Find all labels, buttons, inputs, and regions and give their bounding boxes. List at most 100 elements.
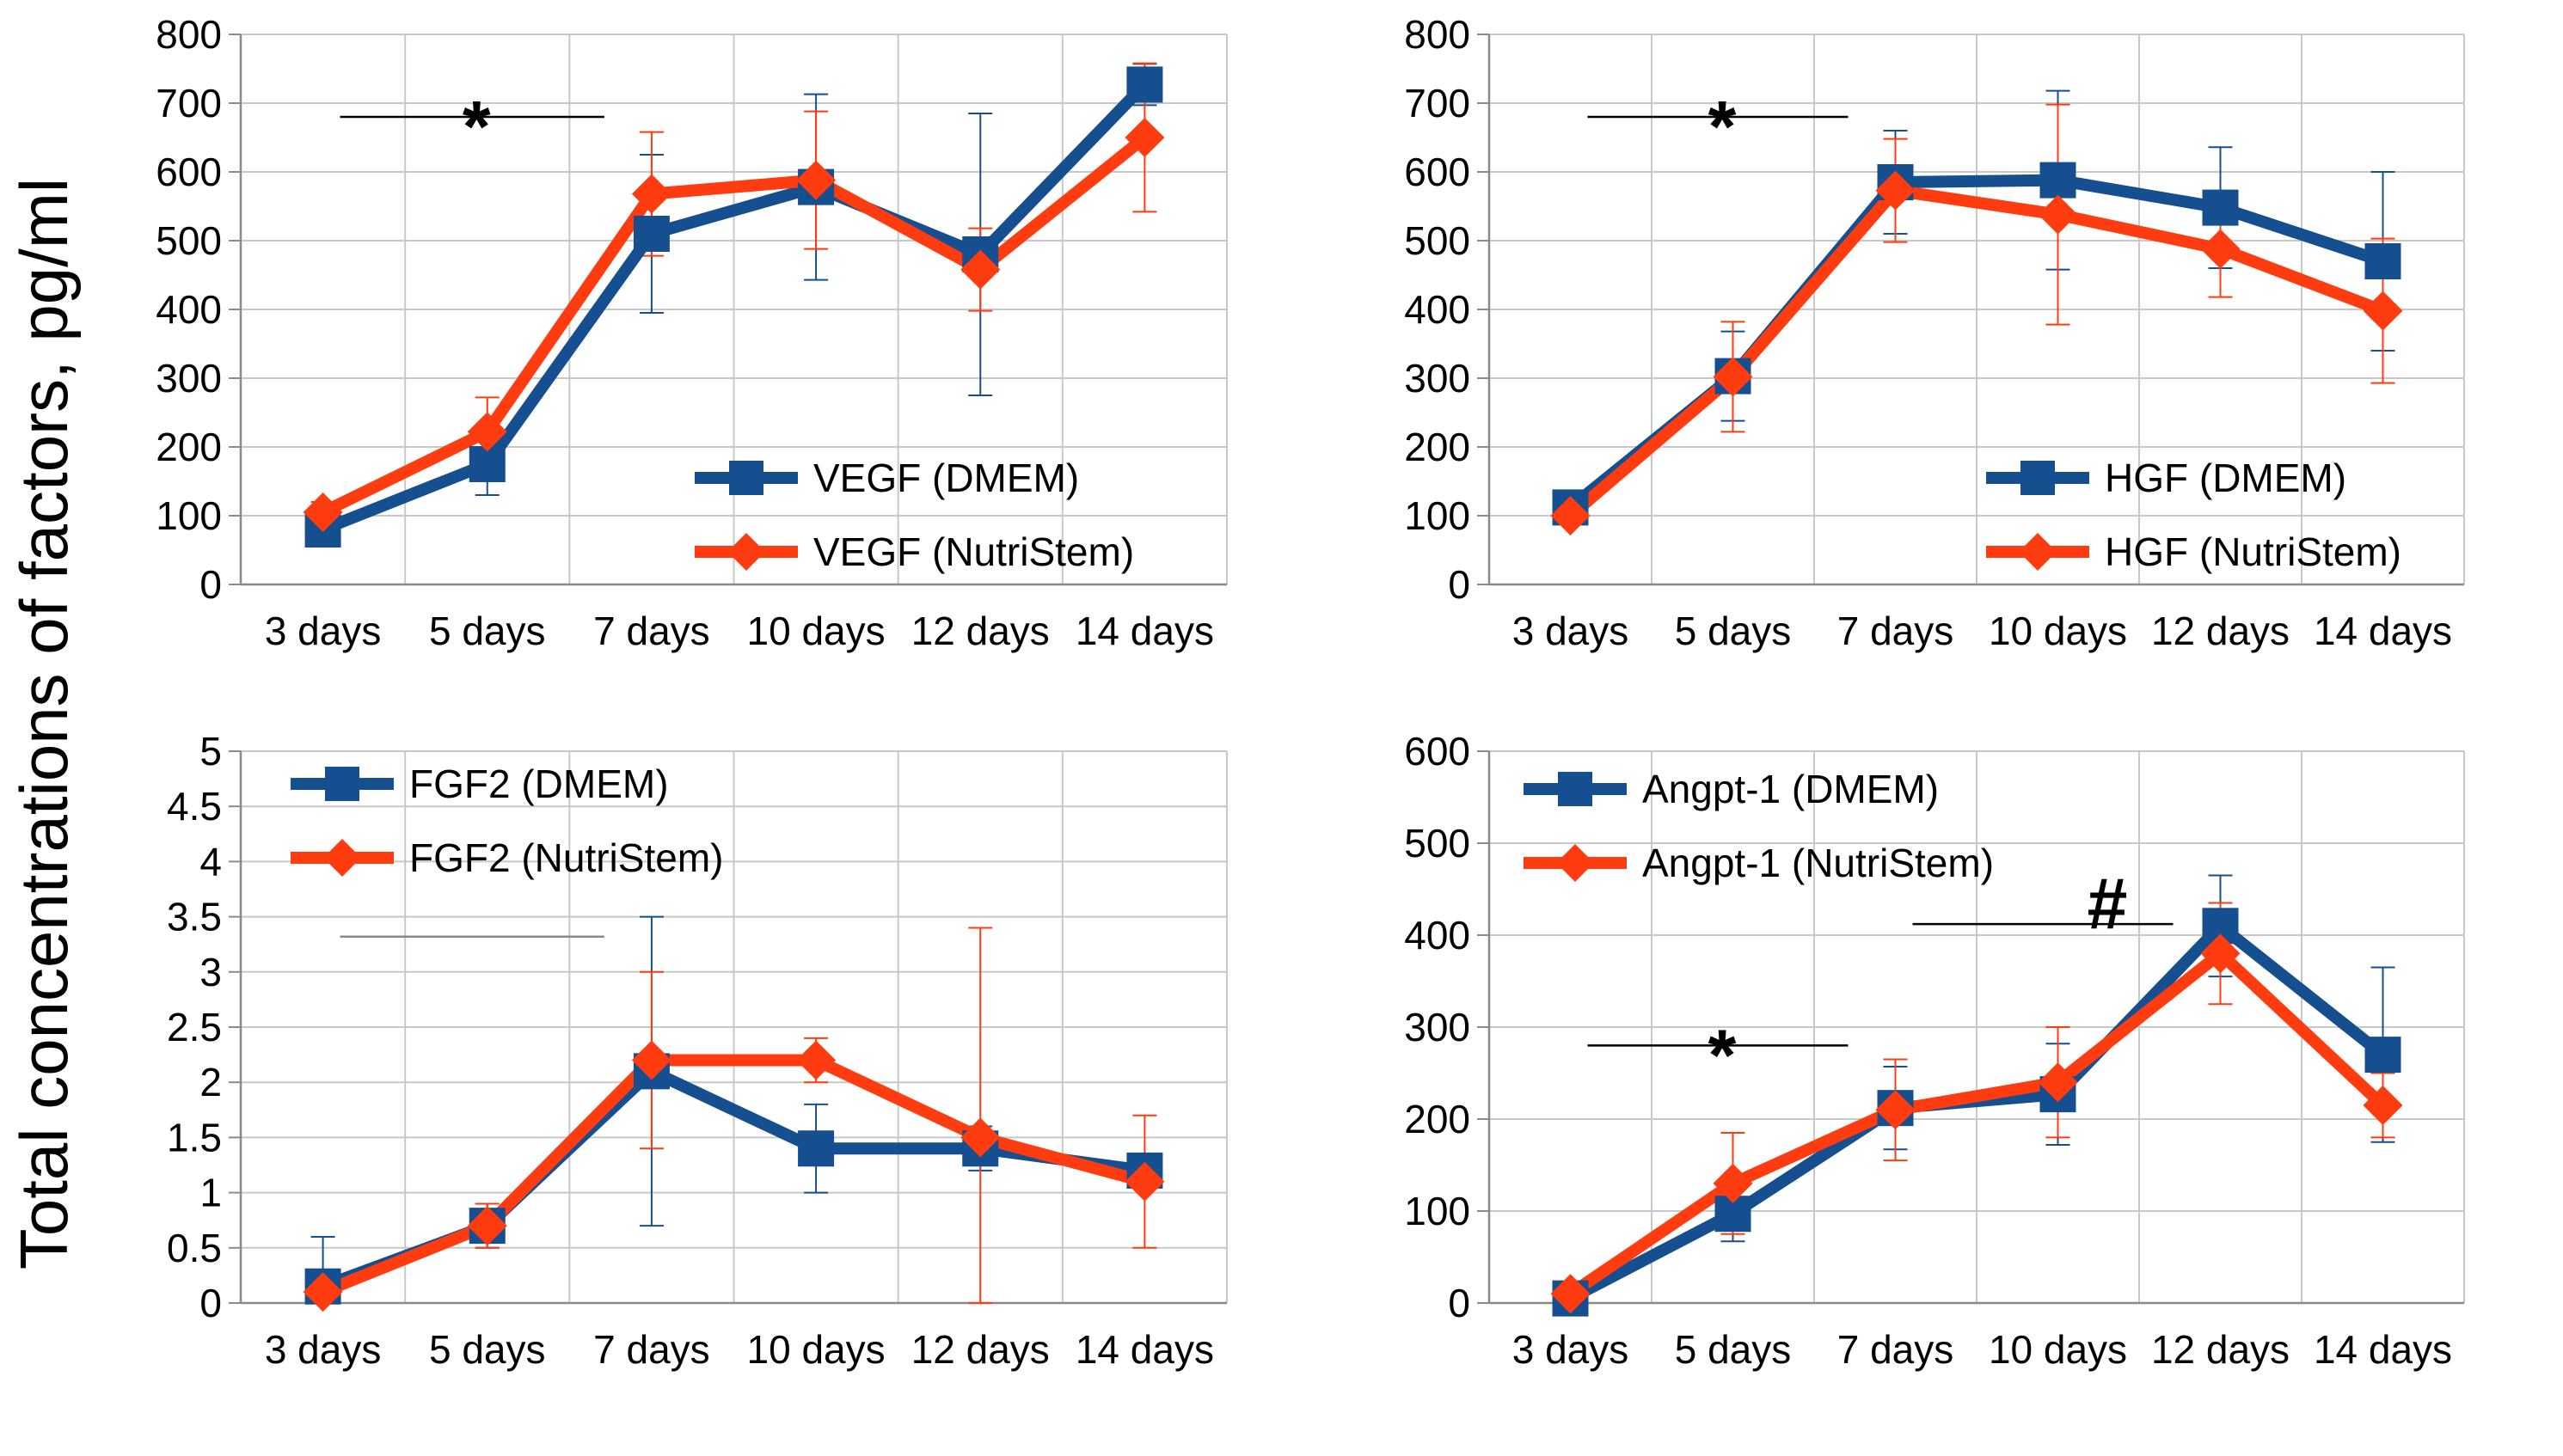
data-point-diamond [1713,1163,1753,1203]
data-point-diamond [2038,194,2078,235]
y-tick-label: 200 [156,425,222,469]
y-tick-label: 700 [156,81,222,125]
x-tick-label: 14 days [1076,1327,1214,1372]
y-tick-label: 0 [199,562,222,607]
y-tick-label: 400 [1404,287,1470,332]
data-point-diamond [1550,1274,1591,1314]
data-point-diamond [796,1040,837,1080]
series-line-nutristem [320,1054,1147,1298]
legend-marker-diamond [1556,844,1594,882]
y-tick-label: 3.5 [167,895,222,939]
data-point-diamond [631,1040,671,1080]
x-tick-label: 12 days [2151,1327,2290,1372]
data-point-square [469,446,506,482]
series-line-nutristem [1566,184,2385,521]
data-point-diamond [796,160,837,200]
legend-label: HGF (DMEM) [2105,456,2346,500]
data-point-diamond [2363,1085,2403,1125]
x-tick-label: 14 days [2314,1327,2452,1372]
legend-marker-square [325,767,359,801]
panel-hgf: 0 100 200 300 400 500 600 700 800 3 days 5 days 7 d… [1404,12,2465,653]
y-tick-label: 4.5 [167,784,222,829]
legend-label: Angpt-1 (DMEM) [1642,767,1939,811]
x-tick-label: 12 days [2151,609,2290,653]
data-point-diamond [1550,496,1591,535]
legend-marker-diamond [2019,533,2057,571]
legend-label: VEGF (DMEM) [813,456,1079,500]
x-tick-label: 10 days [1989,609,2127,653]
x-tick-label: 12 days [911,609,1050,653]
legend-label: VEGF (NutriStem) [813,529,1134,574]
x-tick-label: 3 days [1512,609,1629,653]
y-tick-label: 600 [1404,729,1470,774]
y-tick-label: 200 [1404,1097,1470,1141]
data-point-diamond [1875,170,1916,211]
y-tick-label: 0 [1448,562,1470,607]
data-point-square [633,216,670,252]
y-tick-label: 4 [199,839,222,884]
x-tick-label: 7 days [1837,1327,1954,1372]
y-tick-label: 0.5 [167,1226,222,1270]
legend-marker-diamond [727,533,765,571]
x-tick-label: 10 days [747,609,886,653]
x-tick-label: 7 days [1837,609,1954,653]
y-tick-label: 100 [156,493,222,538]
data-point-diamond [1875,1090,1916,1130]
series-line-dmem [320,80,1150,535]
significance-marker: * [1708,1014,1737,1095]
x-tick-label: 3 days [265,1327,382,1372]
panel-fgf2: 0 0.5 1 1.5 2 2.5 3 3.5 4 4.5 5 3 days 5 days 7 days 1… [167,729,1228,1372]
y-tick-label: 2 [199,1060,222,1104]
x-tick-label: 10 days [747,1327,886,1372]
y-tick-label: 1.5 [167,1115,222,1159]
legend-label: Angpt-1 (NutriStem) [1642,841,1994,885]
panel-angpt1: 0 100 200 300 400 500 600 3 days 5 days 7 days 10 … [1404,729,2465,1372]
x-tick-label: 14 days [2314,609,2452,653]
legend-marker-diamond [323,839,361,877]
significance-marker: # [2088,863,2128,944]
legend-marker-square [1558,772,1592,806]
y-tick-label: 0 [199,1281,222,1325]
legend-marker-square [729,461,763,495]
x-tick-label: 5 days [1675,609,1792,653]
data-point-square [2039,162,2076,199]
y-tick-label: 400 [1404,913,1470,957]
significance-marker: * [1708,86,1737,167]
y-tick-label: 500 [1404,218,1470,263]
y-tick-label: 300 [1404,1005,1470,1049]
legend-marker-square [2020,461,2055,495]
data-point-diamond [1125,1161,1165,1202]
x-tick-label: 10 days [1989,1327,2127,1372]
x-tick-label: 5 days [1675,1327,1792,1372]
x-tick-label: 14 days [1076,609,1214,653]
y-tick-label: 800 [1404,12,1470,57]
x-tick-label: 3 days [1512,1327,1629,1372]
panel-vegf: 0 100 200 300 400 500 600 700 800 3 days 5 days 7 d… [156,12,1228,653]
y-tick-label: 600 [1404,150,1470,194]
y-tick-label: 100 [1404,1189,1470,1233]
y-tick-label: 400 [156,287,222,332]
data-point-diamond [960,1117,1001,1158]
x-tick-label: 5 days [429,1327,546,1372]
data-point-diamond [303,1272,343,1312]
y-tick-label: 200 [1404,425,1470,469]
y-tick-label: 300 [156,356,222,401]
data-point-diamond [960,249,1001,290]
data-point-diamond [2200,933,2241,974]
data-point-square [1126,66,1163,103]
legend-label: FGF2 (NutriStem) [409,835,723,880]
y-tick-label: 3 [199,950,222,994]
y-axis-label: Total concentrations of factors, pg/ml [6,178,82,1269]
data-point-diamond [2038,1062,2078,1103]
data-point-square [798,1130,835,1167]
data-point-diamond [467,412,507,452]
x-tick-label: 5 days [429,609,546,653]
y-tick-label: 300 [1404,356,1470,401]
x-tick-label: 7 days [593,1327,710,1372]
y-tick-label: 0 [1448,1281,1470,1325]
x-tick-label: 3 days [265,609,382,653]
y-tick-label: 500 [1404,821,1470,866]
data-point-square [2202,189,2239,226]
data-point-diamond [1713,357,1753,397]
